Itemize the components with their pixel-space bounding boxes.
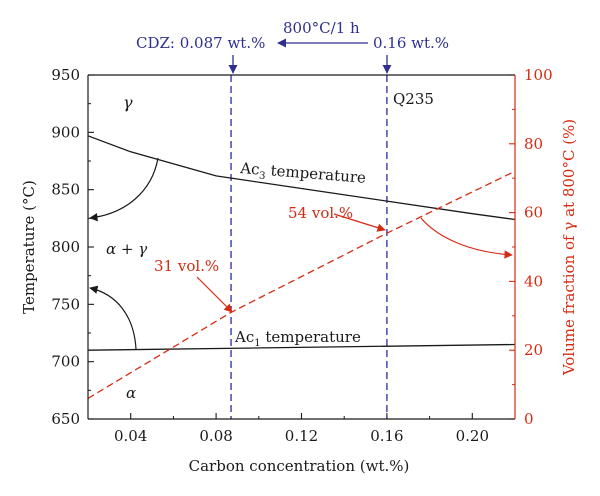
ac1-label: Ac1 temperature <box>234 328 361 349</box>
y-tick-label: 950 <box>51 66 80 84</box>
q235-wt-label: 0.16 wt.% <box>373 34 449 52</box>
y2-tick-label: 20 <box>524 341 543 359</box>
y2-tick-label: 80 <box>524 135 543 153</box>
y-tick-label: 850 <box>51 181 80 199</box>
y-tick-label: 800 <box>51 238 80 256</box>
y2-tick-label: 100 <box>524 66 553 84</box>
phase-alpha-gamma-label: α + γ <box>106 240 147 258</box>
y2-tick-label: 40 <box>524 272 543 290</box>
y-tick-label: 650 <box>51 410 80 428</box>
y-axis-ticks: 650 700 750 800 850 900 950 <box>51 66 94 428</box>
reference-lines <box>230 75 388 419</box>
x-tick-label: 0.08 <box>199 427 232 445</box>
vol54-arrow <box>333 213 386 232</box>
vol31-label: 31 vol.% <box>154 257 219 275</box>
y-tick-label: 750 <box>51 295 80 313</box>
phase-alpha-label: α <box>126 384 136 402</box>
ac1-to-left-axis-arrow <box>89 285 137 350</box>
vol54-label: 54 vol.% <box>288 204 353 222</box>
ac3-to-left-axis-arrow <box>89 157 159 222</box>
right-axis-arrow <box>420 217 513 259</box>
y-tick-label: 700 <box>51 353 80 371</box>
y-axis-label: Temperature (°C) <box>20 180 38 314</box>
x-tick-label: 0.04 <box>114 427 147 445</box>
y2-axis-label: Volume fraction of γ at 800°C (%) <box>560 119 578 376</box>
ac3-label: Ac3 temperature <box>238 159 366 190</box>
series-gamma-fraction <box>87 170 516 399</box>
x-axis-label: Carbon concentration (wt.%) <box>189 457 410 475</box>
series-ac3-temperature <box>87 135 516 221</box>
x-axis-ticks: 0.04 0.08 0.12 0.16 0.20 <box>87 413 516 445</box>
y-tick-label: 900 <box>51 123 80 141</box>
series-layer <box>87 135 516 399</box>
y2-tick-label: 0 <box>524 410 534 428</box>
x-tick-label: 0.20 <box>456 427 489 445</box>
series-ac1-temperature <box>87 343 516 351</box>
cdz-label: CDZ: 0.087 wt.% <box>136 34 265 52</box>
y2-tick-label: 60 <box>524 204 543 222</box>
x-tick-label: 0.12 <box>285 427 318 445</box>
treatment-label: 800°C/1 h <box>283 19 360 37</box>
y2-axis-ticks: 0 20 40 60 80 100 <box>509 66 553 428</box>
vol31-arrow <box>196 276 233 313</box>
x-tick-label: 0.16 <box>370 427 403 445</box>
phase-gamma-label: γ <box>123 93 133 112</box>
q235-label: Q235 <box>393 90 434 108</box>
